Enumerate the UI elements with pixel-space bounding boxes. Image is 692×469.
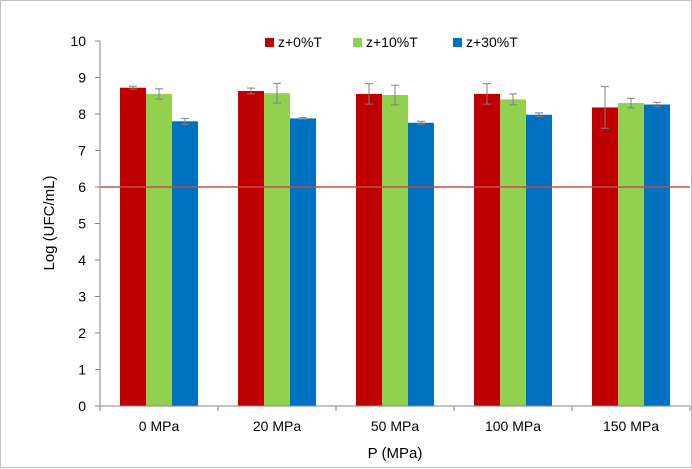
bar-z+10%T-20 MPa: [264, 93, 290, 406]
y-tick-label: 5: [78, 216, 86, 232]
x-tick-label: 0 MPa: [139, 418, 180, 434]
legend-swatch-z+0%T: [265, 38, 274, 47]
bar-z+30%T-50 MPa: [408, 122, 434, 406]
y-tick-label: 3: [78, 289, 86, 305]
x-tick-label: 20 MPa: [253, 418, 301, 434]
bar-z+10%T-150 MPa: [618, 103, 644, 407]
bar-z+0%T-20 MPa: [238, 91, 264, 406]
y-tick-label: 8: [78, 106, 86, 122]
bar-z+30%T-150 MPa: [644, 104, 670, 406]
legend-label-z+10%T: z+10%T: [366, 34, 418, 50]
y-tick-label: 4: [78, 252, 86, 268]
y-axis-title: Log (UFC/mL): [41, 175, 58, 270]
x-tick-label: 50 MPa: [371, 418, 419, 434]
bar-z+10%T-0 MPa: [146, 93, 172, 407]
x-tick-label: 100 MPa: [485, 418, 541, 434]
bar-z+0%T-150 MPa: [592, 107, 618, 407]
bar-z+30%T-100 MPa: [526, 114, 552, 406]
y-tick-label: 2: [78, 325, 86, 341]
legend-label-z+0%T: z+0%T: [278, 34, 322, 50]
bar-z+0%T-50 MPa: [356, 93, 382, 407]
y-tick-label: 10: [70, 33, 86, 49]
y-tick-label: 7: [78, 143, 86, 159]
bar-z+30%T-0 MPa: [172, 121, 198, 407]
bar-z+10%T-100 MPa: [500, 99, 526, 407]
legend-swatch-z+10%T: [353, 38, 362, 47]
bar-z+0%T-0 MPa: [120, 87, 146, 406]
y-tick-label: 9: [78, 70, 86, 86]
legend-label-z+30%T: z+30%T: [466, 34, 518, 50]
bar-z+30%T-20 MPa: [290, 118, 316, 406]
x-axis-title: P (MPa): [368, 445, 423, 462]
bar-z+10%T-50 MPa: [382, 95, 408, 407]
y-tick-label: 0: [78, 398, 86, 414]
y-tick-label: 1: [78, 362, 86, 378]
x-tick-label: 150 MPa: [603, 418, 659, 434]
bar-z+0%T-100 MPa: [474, 93, 500, 407]
legend-swatch-z+30%T: [453, 38, 462, 47]
y-tick-label: 6: [78, 179, 86, 195]
